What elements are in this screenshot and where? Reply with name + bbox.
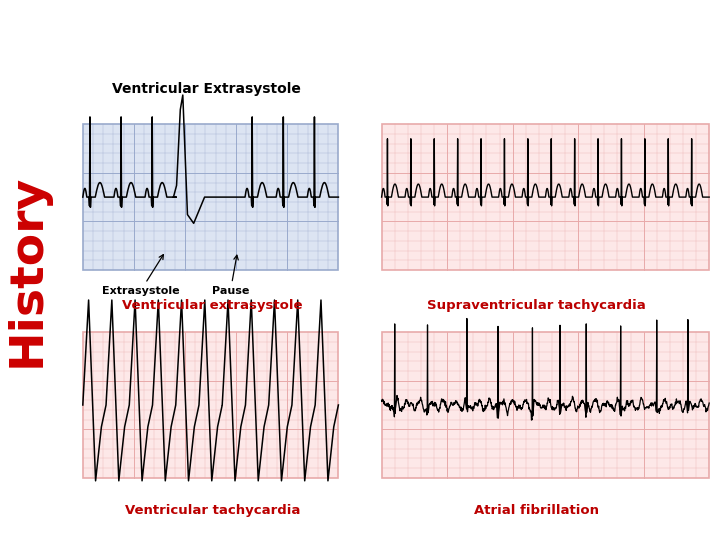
- Text: History: History: [5, 173, 50, 367]
- Bar: [83, 332, 338, 478]
- Text: Ventricular tachycardia: Ventricular tachycardia: [125, 504, 300, 517]
- Text: Pause: Pause: [212, 255, 249, 296]
- Text: Ventricular extrasystole: Ventricular extrasystole: [122, 299, 302, 312]
- Text: Supraventricular tachycardia: Supraventricular tachycardia: [427, 299, 646, 312]
- Bar: [382, 332, 709, 478]
- Text: Extrasystole: Extrasystole: [102, 255, 179, 296]
- Bar: [83, 124, 338, 270]
- Text: Atrial fibrillation: Atrial fibrillation: [474, 504, 599, 517]
- Text: Ventricular Extrasystole: Ventricular Extrasystole: [112, 82, 300, 96]
- Bar: [382, 124, 709, 270]
